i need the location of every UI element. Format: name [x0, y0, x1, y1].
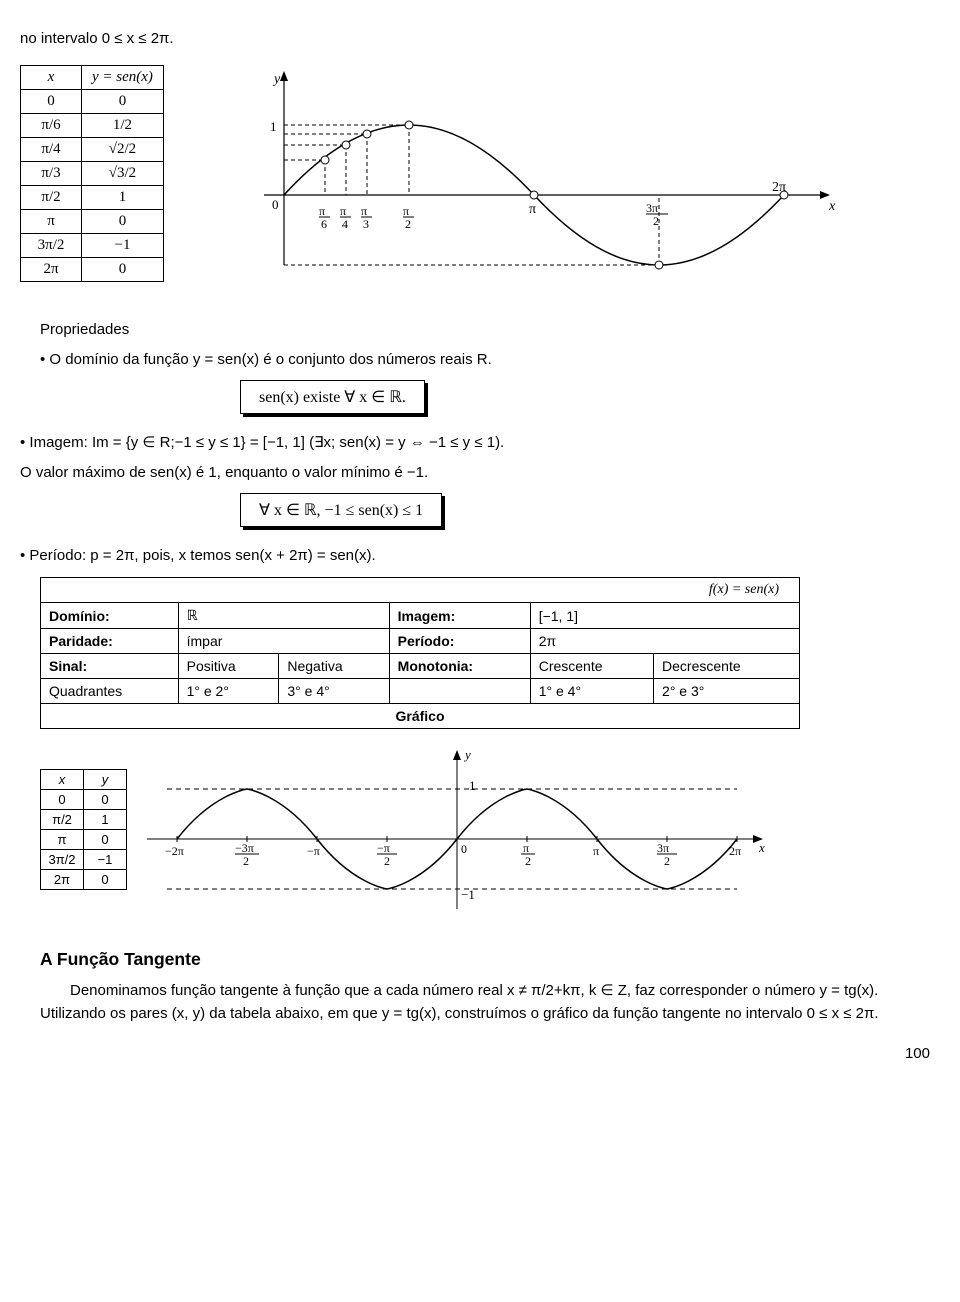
- tangent-heading: A Função Tangente: [40, 949, 930, 970]
- svg-text:π: π: [340, 204, 346, 218]
- table-row: π/61/2: [21, 113, 164, 137]
- svg-text:π: π: [523, 841, 529, 855]
- sine-value-table: xy = sen(x) 00 π/61/2 π/4√2/2 π/3√3/2 π/…: [20, 65, 164, 282]
- period-bullet: • Período: p = 2π, pois, x temos sen(x +…: [20, 545, 930, 568]
- svg-text:π: π: [319, 204, 325, 218]
- svg-text:3π: 3π: [646, 201, 658, 215]
- maxmin-text: O valor máximo de sen(x) é 1, enquanto o…: [20, 462, 930, 485]
- cell: Monotonia:: [389, 654, 530, 679]
- cell: 2π: [530, 629, 799, 654]
- table-row: π/3√3/2: [21, 161, 164, 185]
- cell: ímpar: [178, 629, 389, 654]
- cell: Crescente: [530, 654, 653, 679]
- svg-text:3π: 3π: [657, 841, 669, 855]
- sine-chart-svg: y x 0 1 π6: [224, 65, 844, 285]
- cell: 1° e 4°: [530, 679, 653, 704]
- cell: Domínio:: [41, 603, 179, 629]
- svg-text:1: 1: [469, 778, 476, 793]
- range-badge: ∀ x ∈ ℝ, −1 ≤ sen(x) ≤ 1: [240, 493, 442, 527]
- svg-text:π: π: [593, 844, 599, 858]
- grafico-label: Gráfico: [41, 704, 800, 729]
- sine-graph-0-2pi: y x 0 1 π6: [224, 65, 844, 289]
- svg-text:π: π: [361, 204, 367, 218]
- cell: Período:: [389, 629, 530, 654]
- svg-text:2: 2: [384, 854, 390, 868]
- svg-text:π: π: [529, 202, 536, 217]
- table-row: 00: [21, 89, 164, 113]
- cell: Imagem:: [389, 603, 530, 629]
- table-row: 2π0: [21, 257, 164, 281]
- svg-text:4: 4: [342, 217, 348, 231]
- cell: 1° e 2°: [178, 679, 279, 704]
- properties-heading: Propriedades: [40, 319, 930, 342]
- svg-text:y: y: [272, 72, 281, 87]
- svg-text:2: 2: [243, 854, 249, 868]
- table-row: π/21: [21, 185, 164, 209]
- intro-text: no intervalo 0 ≤ x ≤ 2π.: [20, 28, 930, 51]
- sine-full-chart: y x 1 −1 −2π −3π2 −π −π2 0 π2 π 3π2 2π: [137, 739, 777, 919]
- cell: 3° e 4°: [279, 679, 389, 704]
- svg-text:−π: −π: [377, 841, 390, 855]
- cell: 2° e 3°: [654, 679, 800, 704]
- table-graph-row: xy = sen(x) 00 π/61/2 π/4√2/2 π/3√3/2 π/…: [20, 65, 930, 289]
- table-row: π0: [21, 209, 164, 233]
- svg-text:0: 0: [272, 197, 279, 212]
- page-number: 100: [20, 1043, 930, 1066]
- prop-title: f(x) = sen(x): [41, 578, 800, 603]
- cell: Paridade:: [41, 629, 179, 654]
- cell: [−1, 1]: [530, 603, 799, 629]
- table-row: π/4√2/2: [21, 137, 164, 161]
- cell: [389, 679, 530, 704]
- svg-text:x: x: [828, 199, 836, 214]
- cell: Decrescente: [654, 654, 800, 679]
- table-row: 3π/2−1: [21, 233, 164, 257]
- svg-text:3: 3: [363, 217, 369, 231]
- svg-text:−3π: −3π: [235, 841, 254, 855]
- full-graph-block: xy 00 π/21 π0 3π/2−1 2π0 y x 1 −1 −2π −3…: [20, 739, 930, 919]
- col-x: x: [21, 65, 82, 89]
- cell: Positiva: [178, 654, 279, 679]
- cell: Sinal:: [41, 654, 179, 679]
- domain-badge: sen(x) existe ∀ x ∈ ℝ.: [240, 380, 425, 414]
- col-y: y = sen(x): [82, 65, 164, 89]
- cell: Negativa: [279, 654, 389, 679]
- sine-table-small: xy 00 π/21 π0 3π/2−1 2π0: [40, 769, 127, 890]
- cell: Quadrantes: [41, 679, 179, 704]
- image-bullet: • Imagem: Im = {y ∈ R;−1 ≤ y ≤ 1} = [−1,…: [20, 432, 930, 455]
- svg-text:1: 1: [270, 119, 277, 134]
- svg-text:2π: 2π: [772, 180, 786, 195]
- cell: ℝ: [178, 603, 389, 629]
- properties-table: f(x) = sen(x) Domínio: ℝ Imagem: [−1, 1]…: [40, 577, 800, 729]
- svg-text:−2π: −2π: [165, 844, 184, 858]
- svg-text:π: π: [403, 204, 409, 218]
- svg-text:2: 2: [525, 854, 531, 868]
- svg-text:2: 2: [664, 854, 670, 868]
- svg-text:−π: −π: [307, 844, 320, 858]
- svg-text:x: x: [758, 840, 765, 855]
- tangent-paragraph: Denominamos função tangente à função que…: [40, 980, 930, 1025]
- domain-bullet: • O domínio da função y = sen(x) é o con…: [40, 349, 930, 372]
- svg-text:0: 0: [461, 842, 467, 856]
- svg-text:y: y: [463, 747, 471, 762]
- svg-text:2: 2: [405, 217, 411, 231]
- svg-text:2: 2: [653, 214, 659, 228]
- svg-text:6: 6: [321, 217, 327, 231]
- svg-text:2π: 2π: [729, 844, 741, 858]
